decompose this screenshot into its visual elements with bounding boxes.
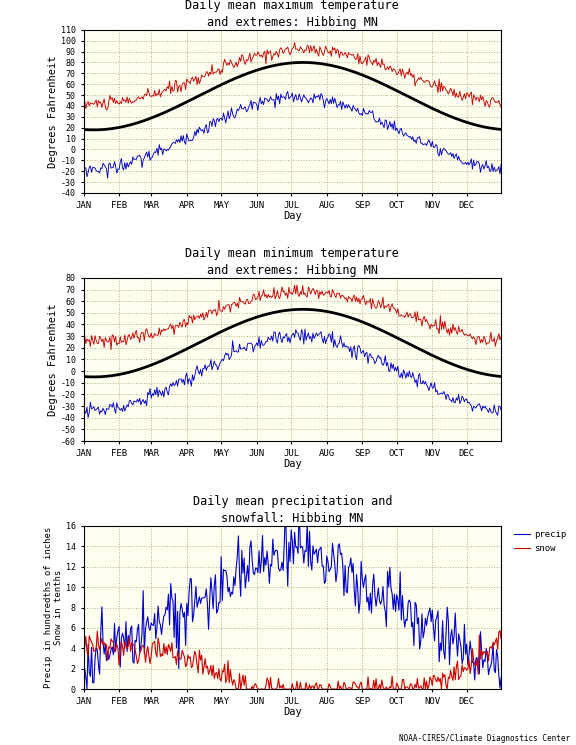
X-axis label: Day: Day	[283, 707, 302, 717]
snow	[497, 626, 503, 635]
snow	[80, 644, 87, 653]
Y-axis label: Precip in hundredths of inches
Snow in tenths: Precip in hundredths of inches Snow in t…	[44, 527, 63, 688]
precip	[195, 597, 202, 606]
Title: Daily mean maximum temperature
and extremes: Hibbing MN: Daily mean maximum temperature and extre…	[185, 0, 399, 28]
snow	[248, 685, 255, 694]
X-axis label: Day: Day	[283, 211, 302, 221]
precip	[247, 543, 253, 552]
Text: NOAA-CIRES/Climate Diagnostics Center: NOAA-CIRES/Climate Diagnostics Center	[399, 734, 570, 743]
Line: precip: precip	[84, 504, 501, 689]
Title: Daily mean minimum temperature
and extremes: Hibbing MN: Daily mean minimum temperature and extre…	[185, 247, 399, 276]
precip	[168, 593, 175, 602]
precip	[295, 500, 302, 509]
snow	[479, 650, 486, 659]
Line: snow: snow	[84, 630, 501, 689]
snow	[233, 685, 240, 694]
precip	[80, 685, 87, 694]
precip	[439, 616, 446, 625]
snow	[195, 668, 202, 677]
snow	[439, 669, 446, 678]
precip	[479, 663, 486, 672]
precip	[249, 556, 256, 565]
Legend: precip, snow: precip, snow	[514, 530, 566, 553]
Y-axis label: Degrees Fahrenheit: Degrees Fahrenheit	[48, 303, 58, 416]
precip	[498, 673, 505, 682]
snow	[498, 635, 505, 644]
snow	[250, 685, 257, 694]
X-axis label: Day: Day	[283, 459, 302, 469]
Title: Daily mean precipitation and
snowfall: Hibbing MN: Daily mean precipitation and snowfall: H…	[192, 495, 392, 524]
snow	[168, 638, 175, 647]
Y-axis label: Degrees Fahrenheit: Degrees Fahrenheit	[48, 55, 58, 168]
